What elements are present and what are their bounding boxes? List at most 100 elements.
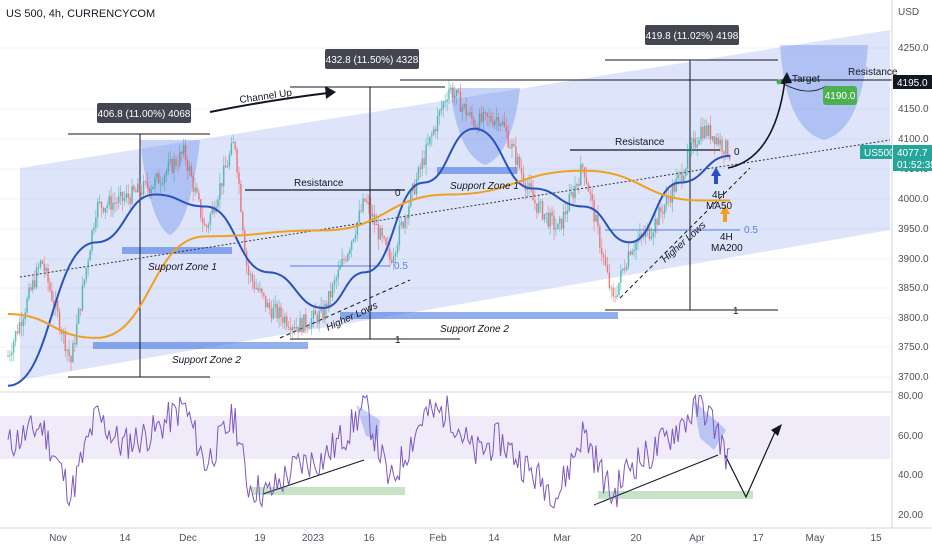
candle-185	[360, 203, 362, 213]
candle-344	[663, 203, 666, 219]
candle-145	[284, 312, 286, 330]
support-zone-1-bar-a	[122, 247, 232, 254]
candle-202	[392, 247, 395, 271]
candle-163	[318, 304, 320, 332]
candle-74	[148, 186, 151, 199]
candle-80	[159, 175, 162, 193]
candle-150	[293, 319, 296, 336]
candle-324	[625, 263, 628, 272]
candle-91	[180, 150, 183, 162]
candle-294	[568, 183, 571, 212]
candle-118	[232, 134, 235, 144]
time-tick-14a: 14	[119, 533, 131, 544]
candle-320	[618, 282, 620, 298]
candle-168	[327, 291, 330, 312]
candle-248	[480, 105, 483, 125]
candle-84	[167, 151, 170, 176]
candle-134	[263, 292, 265, 300]
candle-158	[308, 322, 311, 329]
candle-76	[152, 186, 154, 190]
candle-176	[343, 254, 345, 264]
rsi-line	[7, 393, 730, 509]
candle-186	[362, 192, 364, 215]
candle-289	[558, 215, 561, 232]
candle-250	[484, 110, 487, 121]
candle-235	[455, 89, 458, 105]
candle-363	[700, 117, 702, 145]
candle-46	[95, 209, 97, 233]
candle-12	[30, 283, 32, 292]
candle-319	[616, 285, 618, 300]
candle-201	[390, 251, 393, 265]
candle-183	[356, 221, 359, 242]
candle-359	[692, 130, 695, 154]
resistance-top-label: Resistance	[848, 67, 898, 78]
channel-up-arrowhead	[325, 86, 336, 99]
candle-162	[316, 311, 319, 329]
candle-156	[305, 308, 307, 334]
price-tick-4100: 4100.0	[898, 134, 929, 145]
candle-124	[243, 227, 246, 253]
candle-184	[358, 200, 361, 227]
candle-19	[43, 256, 46, 279]
candle-68	[137, 177, 139, 193]
candle-128	[251, 271, 254, 290]
rsi-support-zone-a	[252, 487, 405, 495]
candle-33	[70, 354, 72, 371]
candle-227	[440, 100, 443, 116]
candle-295	[570, 184, 572, 197]
fib-1-label-b: 1	[733, 306, 739, 317]
candle-223	[432, 126, 435, 137]
candle-189	[368, 194, 370, 214]
rsi-tick-80: 80.00	[898, 391, 923, 402]
candle-31	[66, 348, 68, 362]
candle-97	[192, 172, 194, 202]
candle-298	[576, 183, 578, 191]
candle-173	[337, 260, 340, 287]
candle-328	[633, 240, 635, 258]
candle-321	[620, 264, 622, 291]
projection-curve	[727, 79, 786, 169]
candle-181	[352, 238, 355, 244]
candle-241	[467, 111, 469, 116]
candle-18	[41, 259, 44, 265]
candle-115	[226, 159, 229, 169]
candle-166	[324, 300, 326, 325]
resistance-price-label: 4195.0	[897, 78, 928, 89]
measure-1-text: 406.8 (11.00%) 4068	[98, 109, 191, 120]
support-zone-1-label-a: Support Zone 1	[148, 262, 217, 273]
candle-224	[434, 125, 437, 139]
candle-152	[297, 326, 299, 341]
candle-220	[427, 133, 429, 147]
time-tick-dec: Dec	[179, 533, 197, 544]
time-tick-2023: 2023	[302, 533, 325, 544]
candle-96	[190, 162, 193, 178]
candle-143	[280, 303, 282, 326]
candle-148	[289, 317, 292, 338]
candle-291	[562, 203, 565, 236]
candle-210	[408, 201, 410, 226]
measure-3-box	[645, 25, 739, 45]
candle-178	[347, 252, 349, 263]
candle-256	[495, 107, 498, 132]
target-dot	[776, 79, 782, 85]
candle-78	[156, 172, 158, 183]
candle-42	[87, 257, 89, 277]
candle-34	[72, 340, 74, 363]
long-term-trendline	[19, 139, 891, 278]
candle-266	[515, 136, 517, 175]
candle-69	[138, 181, 141, 200]
candle-175	[341, 248, 343, 268]
candle-17	[39, 259, 42, 270]
candle-284	[549, 208, 551, 235]
candle-120	[236, 146, 238, 178]
candle-283	[547, 205, 550, 229]
candle-111	[219, 172, 221, 209]
rsi-support-zone-b	[598, 491, 753, 499]
time-tick-14b: 14	[488, 533, 500, 544]
rsi-tick-60: 60.00	[898, 431, 923, 442]
candle-310	[599, 223, 601, 254]
